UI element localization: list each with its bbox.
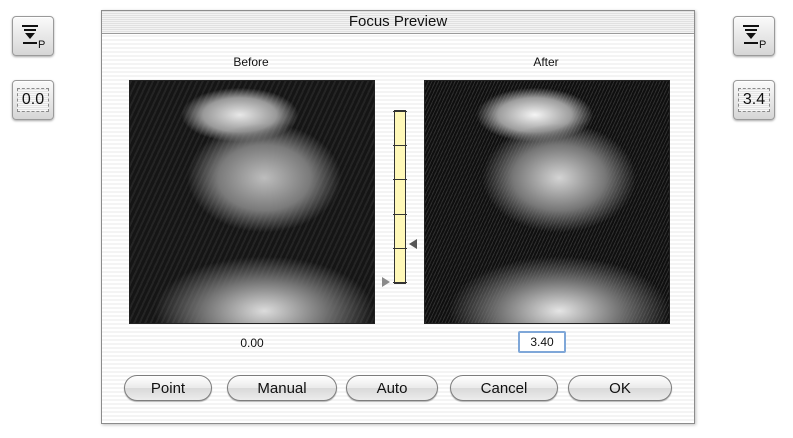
before-preview-image xyxy=(129,80,375,324)
after-value-input[interactable] xyxy=(518,331,566,353)
slider-tick xyxy=(393,111,407,112)
svg-text:P: P xyxy=(38,39,45,49)
point-button[interactable]: Point xyxy=(124,375,212,401)
focus-point-button-right[interactable]: P xyxy=(733,16,775,56)
slider-tick xyxy=(393,248,407,249)
focus-point-icon: P xyxy=(22,25,45,49)
before-label: Before xyxy=(233,55,269,69)
slider-tick xyxy=(393,145,407,146)
svg-text:P: P xyxy=(759,39,766,49)
focus-preview-dialog: Focus Preview Before After 0.00 Point Ma… xyxy=(101,10,695,424)
ok-button[interactable]: OK xyxy=(568,375,672,401)
focus-point-button-left[interactable]: P xyxy=(12,16,54,56)
after-level-thumb[interactable] xyxy=(409,238,417,249)
focus-value-button-right[interactable]: 3.4 xyxy=(733,80,775,120)
slider-tick xyxy=(393,179,407,180)
focus-value-left: 0.0 xyxy=(17,88,49,112)
manual-button[interactable]: Manual xyxy=(227,375,337,401)
before-value: 0.00 xyxy=(240,336,264,350)
slider-tick xyxy=(393,214,407,215)
before-level-marker xyxy=(382,277,390,287)
focus-slider-track[interactable] xyxy=(393,110,407,284)
focus-point-icon: P xyxy=(743,25,766,49)
dialog-title: Focus Preview xyxy=(102,11,694,34)
focus-value-right: 3.4 xyxy=(738,88,770,112)
auto-button[interactable]: Auto xyxy=(346,375,438,401)
after-label: After xyxy=(533,55,559,69)
after-preview-image xyxy=(424,80,670,324)
cancel-button[interactable]: Cancel xyxy=(450,375,558,401)
focus-value-button-left[interactable]: 0.0 xyxy=(12,80,54,120)
slider-tick xyxy=(393,282,407,283)
